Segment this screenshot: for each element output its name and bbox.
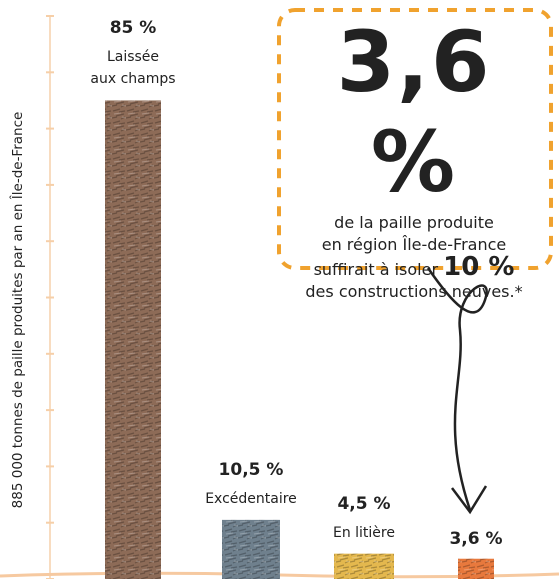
bar-texture [458, 559, 494, 579]
value-label: 10,5 % [186, 460, 316, 480]
y-axis-label: 885 000 tonnes de paille produites par a… [10, 112, 26, 509]
bar-texture [105, 100, 161, 579]
callout: 3,6 % de la paille produite en région Îl… [279, 12, 549, 303]
bar-texture [222, 520, 280, 579]
value-label: 3,6 % [411, 529, 541, 549]
callout-line: suffirait à isoler 10 % [279, 256, 549, 281]
callout-text: des constructions neuves.* [279, 281, 549, 303]
callout-text: suffirait à isoler [314, 260, 438, 279]
value-label: 85 % [68, 18, 198, 38]
callout-text: de la paille produite en région Île-de-F… [279, 212, 549, 256]
page: {"chart_data": {"type": "bar", "ylabel":… [0, 0, 559, 579]
category-label: Excédentaire [186, 488, 316, 510]
bar-texture [334, 554, 394, 579]
callout-highlight: 10 % [443, 252, 514, 282]
infographic: 885 000 tonnes de paille produites par a… [0, 0, 559, 579]
value-label: 4,5 % [299, 494, 429, 514]
category-label: Laissée aux champs [68, 46, 198, 90]
callout-headline: 3,6 % [279, 12, 549, 212]
arrow [428, 268, 487, 510]
category-label: En litière [299, 522, 429, 544]
